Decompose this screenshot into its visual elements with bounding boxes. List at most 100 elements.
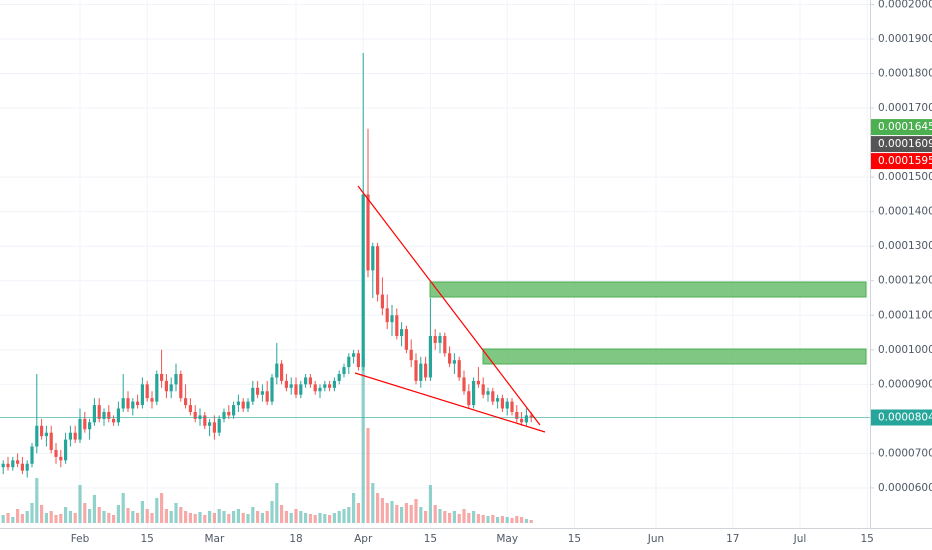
candle-body xyxy=(472,380,476,406)
volume-bar xyxy=(472,511,476,523)
candle-body xyxy=(155,373,159,402)
volume-bar xyxy=(260,513,264,523)
candle-body xyxy=(11,460,15,468)
volume-bar xyxy=(78,485,82,523)
volume-bar xyxy=(476,514,480,523)
volume-bar xyxy=(236,509,240,523)
x-tick-label: 17 xyxy=(726,533,739,545)
volume-bar xyxy=(275,483,279,523)
volume-bar xyxy=(222,511,226,523)
candle-body xyxy=(486,391,490,395)
candle-body xyxy=(107,411,111,419)
axis-layer: 0.0002000 0.0001900 0.0001800 0.0001700 0.00… xyxy=(71,0,932,545)
candle-body xyxy=(193,411,197,419)
candle-body xyxy=(260,391,264,395)
volume-bar xyxy=(25,511,29,523)
candle-body xyxy=(496,398,500,402)
candle-body xyxy=(256,387,260,395)
candle-body xyxy=(313,384,317,392)
volume-bar xyxy=(256,511,260,523)
candle-body xyxy=(409,349,413,361)
volume-bar xyxy=(328,515,332,523)
candle-body xyxy=(121,398,125,409)
volume-bar xyxy=(83,503,87,523)
candle-body xyxy=(236,401,240,406)
candle-body xyxy=(476,380,480,385)
candle-body xyxy=(443,336,447,354)
candle-body xyxy=(332,380,336,388)
candle-body xyxy=(112,418,116,423)
volume-bar xyxy=(251,507,255,523)
candle-body xyxy=(328,384,332,388)
candle-body xyxy=(102,411,106,419)
candle-body xyxy=(510,401,514,412)
volume-bar xyxy=(208,511,212,523)
candle-body xyxy=(500,398,504,409)
volume-bar xyxy=(332,513,336,523)
volume-bar xyxy=(265,511,269,523)
candle-body xyxy=(25,463,29,471)
volume-bar xyxy=(140,501,144,523)
volume-bar xyxy=(30,503,34,523)
volume-bar xyxy=(515,516,519,523)
candle-body xyxy=(222,411,226,419)
volume-bar xyxy=(486,516,490,523)
volume-bar xyxy=(433,505,437,523)
candle-body xyxy=(188,405,192,412)
candle-body xyxy=(452,360,456,364)
candle-body xyxy=(284,380,288,388)
volume-bar xyxy=(20,514,24,523)
y-tick-label: 0.0000900 xyxy=(878,378,932,390)
x-tick-label: Feb xyxy=(71,533,90,545)
volume-bar xyxy=(49,511,53,523)
candle-body xyxy=(59,456,63,461)
volume-bar xyxy=(356,503,360,523)
candle-body xyxy=(150,398,154,402)
volume-layer xyxy=(1,355,533,523)
candle-body xyxy=(395,315,399,336)
volume-bar xyxy=(164,509,168,523)
candle-body xyxy=(337,373,341,381)
volume-bar xyxy=(241,513,245,523)
volume-bar xyxy=(419,507,423,523)
candle-body xyxy=(347,356,351,368)
candle-body xyxy=(356,353,360,368)
candle-body xyxy=(49,432,53,450)
volume-bar xyxy=(121,493,125,523)
candle-body xyxy=(203,415,207,426)
candle-body xyxy=(433,336,437,343)
y-tick-label: 0.0001000 xyxy=(878,344,932,356)
candle-body xyxy=(366,194,370,271)
volume-bar xyxy=(174,503,178,523)
candle-body xyxy=(232,405,236,416)
x-tick-label: May xyxy=(496,533,518,545)
candle-body xyxy=(169,384,173,392)
volume-bar xyxy=(390,501,394,523)
candle-body xyxy=(131,401,135,409)
candle-body xyxy=(491,391,495,402)
volume-bar xyxy=(145,509,149,523)
y-tick-label: 0.0001300 xyxy=(878,240,932,252)
volume-bar xyxy=(68,511,72,523)
y-tick-label: 0.0001200 xyxy=(878,275,932,287)
candle-body xyxy=(246,401,250,409)
candle-body xyxy=(275,363,279,378)
volume-bar xyxy=(304,513,308,523)
volume-bar xyxy=(136,513,140,523)
volume-bar xyxy=(270,501,274,523)
volume-bar xyxy=(35,478,39,523)
candle-body xyxy=(92,405,96,423)
volume-bar xyxy=(337,511,341,523)
candle-body xyxy=(212,422,216,433)
candle-body xyxy=(467,391,471,406)
candle-body xyxy=(308,377,312,385)
volume-bar xyxy=(318,513,322,523)
candle-body xyxy=(448,353,452,364)
candle-body xyxy=(270,377,274,402)
x-tick-label: 18 xyxy=(289,533,302,545)
candle-body xyxy=(438,336,442,343)
candle-body xyxy=(385,308,389,323)
volume-bar xyxy=(126,508,130,523)
volume-bar xyxy=(520,517,524,523)
